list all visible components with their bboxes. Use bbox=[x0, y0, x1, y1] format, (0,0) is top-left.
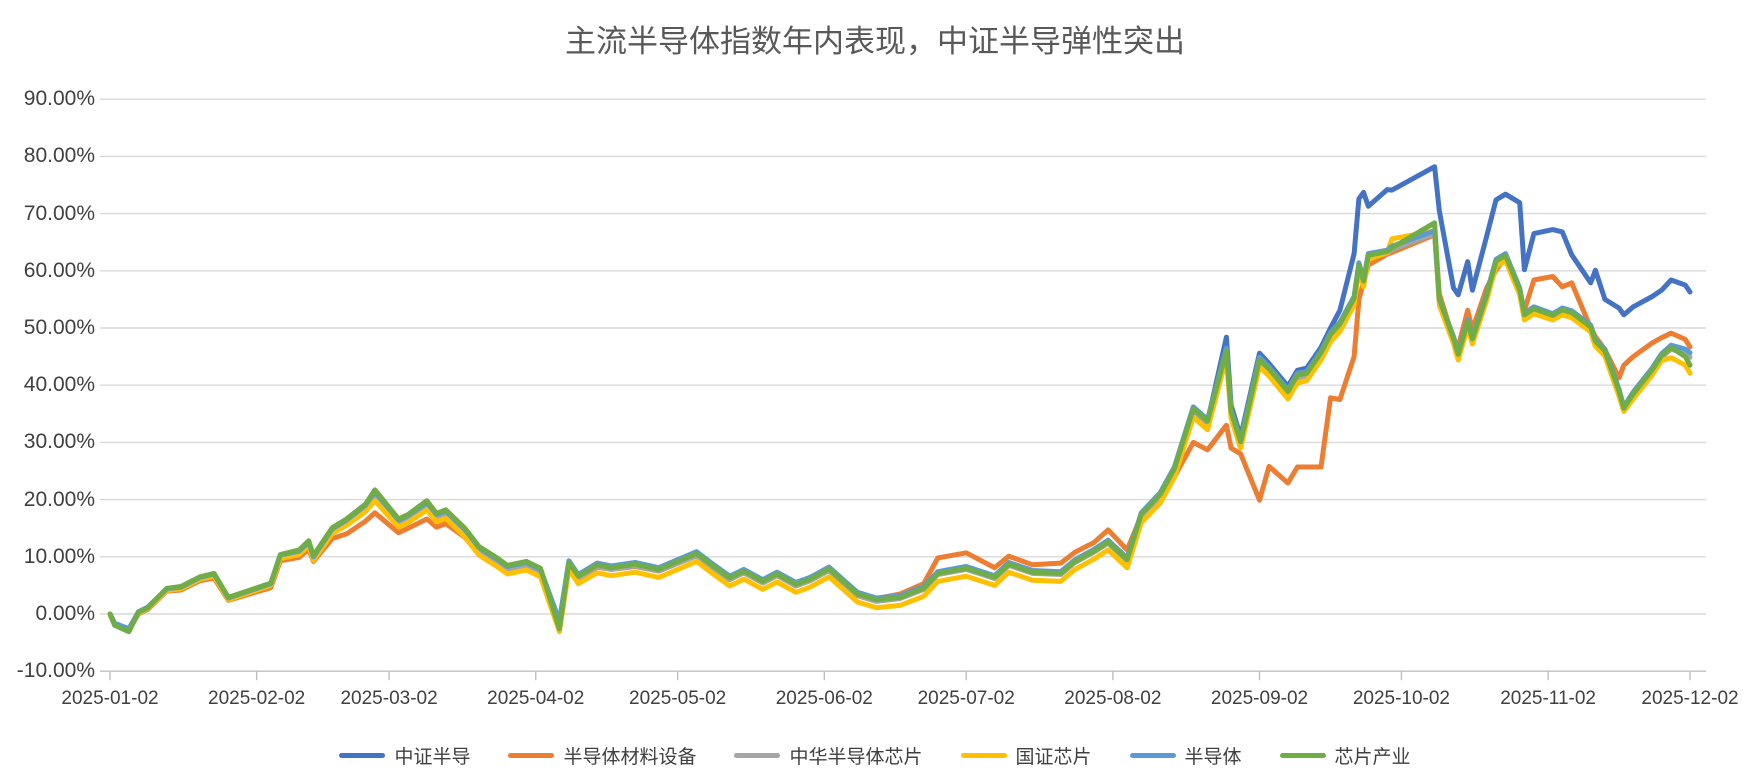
legend-item-半导体: 半导体 bbox=[1129, 742, 1242, 769]
x-axis-tick-label: 2025-09-02 bbox=[1210, 688, 1309, 709]
legend-item-半导体材料设备: 半导体材料设备 bbox=[508, 742, 696, 769]
legend-item-芯片产业: 芯片产业 bbox=[1279, 742, 1411, 769]
y-axis-tick-label: 30.00% bbox=[23, 430, 95, 454]
legend-label: 半导体 bbox=[1184, 747, 1242, 768]
series-line-国证芯片 bbox=[107, 228, 1693, 635]
chart-title: 主流半导体指数年内表现，中证半导弹性突出 bbox=[565, 24, 1185, 59]
y-axis-tick-label: 0.00% bbox=[35, 602, 95, 625]
x-axis-tick-label: 2025-10-02 bbox=[1352, 688, 1451, 709]
series-line-中证半导 bbox=[107, 164, 1693, 634]
legend-label: 芯片产业 bbox=[1334, 747, 1411, 768]
y-axis-tick-label: 10.00% bbox=[23, 544, 95, 568]
legend-swatch-半导体材料设备 bbox=[508, 753, 555, 758]
y-axis-tick-label: 90.00% bbox=[23, 87, 95, 111]
y-axis-tick-label: -10.00% bbox=[16, 659, 95, 683]
legend-label: 中证半导 bbox=[394, 747, 471, 768]
legend: 中证半导 半导体材料设备 中华半导体芯片 国证芯片 半导体 芯片产业 bbox=[0, 742, 1750, 769]
y-axis-tick-label: 50.00% bbox=[23, 316, 95, 339]
x-axis-tick-label: 2025-07-02 bbox=[917, 688, 1015, 709]
legend-swatch-国证芯片 bbox=[960, 753, 1007, 758]
y-axis-tick-label: 20.00% bbox=[23, 487, 95, 511]
x-axis-tick-label: 2025-01-02 bbox=[61, 688, 159, 709]
legend-label: 国证芯片 bbox=[1015, 747, 1092, 768]
x-axis-tick-label: 2025-04-02 bbox=[487, 688, 585, 709]
legend-item-中证半导: 中证半导 bbox=[339, 742, 470, 769]
x-axis-tick-label: 2025-02-02 bbox=[208, 688, 306, 709]
x-axis-tick-label: 2025-03-02 bbox=[340, 688, 438, 709]
x-axis-tick-label: 2025-08-02 bbox=[1064, 688, 1162, 709]
legend-swatch-半导体 bbox=[1129, 753, 1176, 758]
series-line-半导体材料设备 bbox=[107, 232, 1693, 631]
y-axis-tick-label: 80.00% bbox=[23, 144, 95, 168]
series-line-芯片产业 bbox=[107, 220, 1693, 635]
x-axis-tick-label: 2025-12-02 bbox=[1641, 688, 1739, 709]
legend-swatch-中证半导 bbox=[339, 753, 386, 758]
series-line-中华半导体芯片 bbox=[107, 231, 1693, 633]
legend-label: 中华半导体芯片 bbox=[789, 747, 923, 768]
legend-swatch-芯片产业 bbox=[1279, 753, 1326, 758]
x-axis-tick-label: 2025-11-02 bbox=[1500, 688, 1596, 709]
legend-item-中华半导体芯片: 中华半导体芯片 bbox=[734, 742, 923, 769]
y-axis-tick-label: 40.00% bbox=[23, 373, 95, 397]
x-axis-tick-label: 2025-06-02 bbox=[775, 688, 873, 709]
y-axis-tick-label: 60.00% bbox=[23, 258, 95, 282]
y-axis-tick-label: 70.00% bbox=[23, 201, 95, 225]
legend-label: 半导体材料设备 bbox=[563, 747, 697, 768]
legend-item-国证芯片: 国证芯片 bbox=[960, 742, 1092, 769]
x-axis-tick-label: 2025-05-02 bbox=[629, 688, 727, 709]
legend-swatch-中华半导体芯片 bbox=[734, 753, 781, 758]
